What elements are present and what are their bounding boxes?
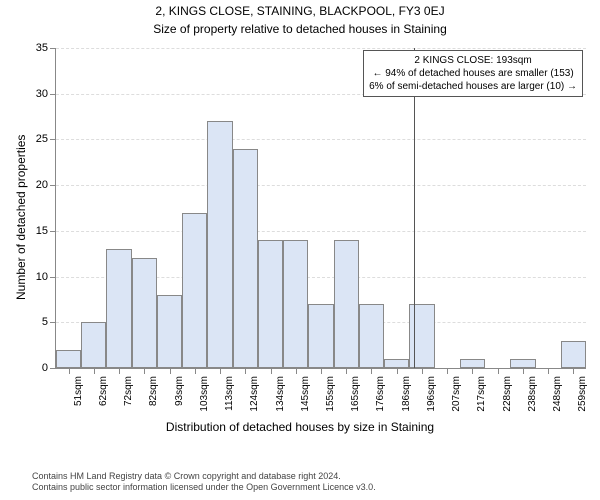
x-tick — [245, 368, 246, 374]
x-tick-label: 207sqm — [451, 376, 462, 412]
x-tick — [422, 368, 423, 374]
y-tick-label: 0 — [42, 362, 48, 374]
y-tick-label: 5 — [42, 316, 48, 328]
x-axis-title: Distribution of detached houses by size … — [0, 420, 600, 434]
histogram-bar — [561, 341, 586, 368]
x-tick-label: 82sqm — [148, 376, 159, 406]
marker-callout: 2 KINGS CLOSE: 193sqm ← 94% of detached … — [363, 50, 583, 97]
x-tick — [573, 368, 574, 374]
histogram-bar — [384, 359, 409, 368]
histogram-bar — [132, 258, 157, 368]
license-line1: Contains HM Land Registry data © Crown c… — [32, 471, 376, 483]
x-tick-label: 196sqm — [426, 376, 437, 412]
x-tick-label: 176sqm — [375, 376, 386, 412]
y-tick-label: 10 — [36, 271, 48, 283]
x-tick — [447, 368, 448, 374]
x-tick — [523, 368, 524, 374]
x-tick — [346, 368, 347, 374]
x-tick-label: 103sqm — [199, 376, 210, 412]
histogram-bar — [233, 149, 258, 368]
y-tick-label: 35 — [36, 42, 48, 54]
histogram-bar — [283, 240, 308, 368]
x-tick-label: 238sqm — [527, 376, 538, 412]
y-tick-label: 20 — [36, 179, 48, 191]
x-tick — [94, 368, 95, 374]
x-tick-label: 155sqm — [325, 376, 336, 412]
histogram-bar — [56, 350, 81, 368]
x-tick-label: 124sqm — [249, 376, 260, 412]
x-tick-label: 259sqm — [577, 376, 588, 412]
x-tick-label: 51sqm — [73, 376, 84, 406]
x-tick-label: 186sqm — [401, 376, 412, 412]
x-tick — [271, 368, 272, 374]
x-tick-label: 217sqm — [476, 376, 487, 412]
x-tick — [220, 368, 221, 374]
x-tick — [296, 368, 297, 374]
callout-line3: 6% of semi-detached houses are larger (1… — [369, 80, 577, 93]
histogram-bar — [182, 213, 207, 368]
histogram-bar — [510, 359, 535, 368]
callout-line1: 2 KINGS CLOSE: 193sqm — [369, 54, 577, 67]
x-tick — [472, 368, 473, 374]
chart-title-subtitle: Size of property relative to detached ho… — [0, 22, 600, 36]
histogram-bar — [157, 295, 182, 368]
x-tick-label: 93sqm — [174, 376, 185, 406]
x-tick — [119, 368, 120, 374]
x-tick — [371, 368, 372, 374]
callout-line2: ← 94% of detached houses are smaller (15… — [369, 67, 577, 80]
x-tick — [144, 368, 145, 374]
histogram-bar — [460, 359, 485, 368]
histogram-bar — [308, 304, 333, 368]
y-tick-label: 30 — [36, 88, 48, 100]
chart-title-address: 2, KINGS CLOSE, STAINING, BLACKPOOL, FY3… — [0, 4, 600, 18]
license-line2: Contains public sector information licen… — [32, 482, 376, 494]
x-tick-label: 228sqm — [502, 376, 513, 412]
x-tick — [548, 368, 549, 374]
y-tick-label: 15 — [36, 225, 48, 237]
x-tick-label: 165sqm — [350, 376, 361, 412]
histogram-bar — [334, 240, 359, 368]
histogram-bar — [258, 240, 283, 368]
histogram-bar — [359, 304, 384, 368]
x-tick — [69, 368, 70, 374]
y-tick-label: 25 — [36, 133, 48, 145]
x-tick — [397, 368, 398, 374]
histogram-bar — [207, 121, 232, 368]
license-text: Contains HM Land Registry data © Crown c… — [32, 471, 376, 494]
histogram-bar — [81, 322, 106, 368]
y-tick — [50, 368, 56, 369]
x-tick-label: 62sqm — [98, 376, 109, 406]
x-tick-label: 248sqm — [552, 376, 563, 412]
x-tick — [195, 368, 196, 374]
x-tick — [321, 368, 322, 374]
x-tick-label: 113sqm — [224, 376, 235, 411]
x-tick — [170, 368, 171, 374]
x-tick-label: 134sqm — [275, 376, 286, 412]
histogram-bar — [106, 249, 131, 368]
x-tick-label: 72sqm — [123, 376, 134, 406]
x-tick-label: 145sqm — [300, 376, 311, 412]
y-axis-title: Number of detached properties — [14, 135, 28, 300]
x-tick — [498, 368, 499, 374]
